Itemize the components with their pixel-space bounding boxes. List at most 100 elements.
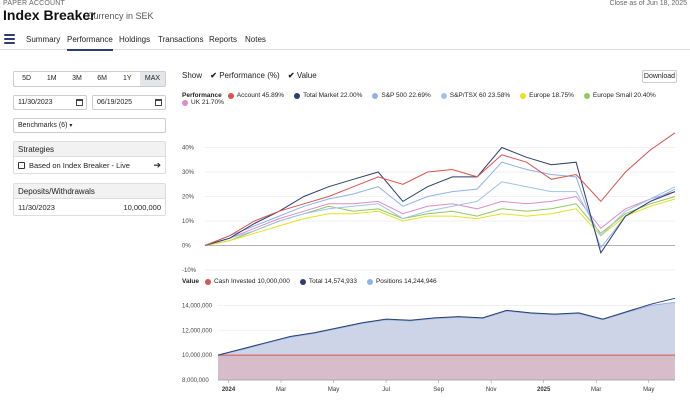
as-of-date: Close as of Jun 18, 2025: [609, 0, 687, 7]
value-legend-item[interactable]: Total 14,574,933: [299, 278, 357, 285]
check-icon[interactable]: ✔: [287, 71, 295, 80]
range-3m-button[interactable]: 3M: [72, 75, 82, 82]
tab-transactions[interactable]: Transactions: [158, 35, 204, 44]
deposit-amount: 10,000,000: [123, 203, 161, 212]
legend-dot-icon: [182, 99, 188, 106]
y-tick-label: 14,000,000: [182, 303, 213, 309]
x-tick-label: 2025: [537, 387, 551, 393]
legend-label: Total 14,574,933: [308, 278, 357, 285]
legend-label: S&P/TSX 60 23.58%: [449, 92, 511, 99]
strategy-row[interactable]: Based on Index Breaker - Live ➔: [14, 157, 165, 174]
strategy-label: Based on Index Breaker - Live: [29, 161, 130, 170]
y-tick-label: 0%: [182, 244, 191, 250]
legend-dot-icon: [440, 92, 447, 99]
y-tick-label: 20%: [182, 195, 195, 201]
range-5d-button[interactable]: 5D: [22, 75, 32, 82]
series-line-s-p-tsx-60: [204, 181, 676, 246]
tab-holdings[interactable]: Holdings: [119, 35, 151, 44]
menu-icon[interactable]: [4, 34, 15, 44]
check-icon[interactable]: ✔: [210, 71, 217, 80]
range-selector: 5D 1M 3M 6M 1Y MAX: [13, 71, 166, 87]
legend-label: UK 21.70%: [191, 99, 224, 106]
strategy-checkbox[interactable]: [18, 162, 25, 169]
legend-dot-icon: [366, 278, 373, 285]
range-6m-button[interactable]: 6M: [97, 75, 107, 82]
start-date-input[interactable]: 11/30/2023: [13, 95, 87, 110]
y-tick-label: 10,000,000: [182, 353, 213, 359]
strategies-panel: Strategies Based on Index Breaker - Live…: [13, 141, 166, 174]
performance-legend-item[interactable]: Europe Small 20.40%: [583, 92, 656, 99]
legend-dot-icon: [294, 92, 301, 99]
benchmarks-label: Benchmarks (6): [18, 122, 68, 129]
x-tick-label: 2024: [222, 387, 236, 393]
deposit-row: 11/30/2023 10,000,000: [14, 199, 165, 216]
deposits-title: Deposits/Withdrawals: [14, 184, 165, 199]
performance-toggle[interactable]: Performance (%): [219, 71, 280, 80]
tab-performance[interactable]: Performance: [67, 35, 113, 51]
x-tick-label: Mar: [276, 387, 286, 393]
charts-svg: -10% 0% 10% 20% 30% 40% 8,000,000 10,000,000 12…: [182, 132, 676, 393]
legend-label: Europe 18.75%: [529, 92, 574, 99]
legend-label: S&P 500 22.69%: [381, 92, 431, 99]
legend-dot-icon: [299, 278, 306, 285]
value-legend-item[interactable]: Cash Invested 10,000,000: [204, 278, 290, 285]
value-legend-item[interactable]: Positions 14,244,946: [366, 278, 437, 285]
performance-legend-item[interactable]: S&P/TSX 60 23.58%: [440, 92, 511, 99]
performance-legend-label: Performance: [182, 92, 222, 99]
y-tick-label: 12,000,000: [182, 328, 213, 334]
range-1y-button[interactable]: 1Y: [122, 75, 132, 82]
y-tick-label: 40%: [182, 146, 195, 152]
legend-dot-icon: [583, 92, 590, 99]
download-button[interactable]: Download: [642, 70, 677, 83]
legend-label: Account 45.89%: [236, 92, 285, 99]
y-tick-label: -10%: [182, 268, 197, 274]
series-line-total: [217, 297, 676, 356]
legend-label: Europe Small 20.40%: [592, 92, 656, 99]
value-toggle[interactable]: Value: [296, 71, 317, 80]
legend-dot-icon: [372, 92, 379, 99]
value-legend-label: Value: [182, 278, 199, 285]
series-line-positions: [217, 301, 676, 356]
deposit-date: 11/30/2023: [18, 203, 55, 212]
x-tick-label: Sep: [433, 387, 444, 393]
show-label: Show: [182, 71, 203, 80]
y-tick-label: 10%: [182, 219, 195, 225]
legend-label: Positions 14,244,946: [375, 278, 437, 285]
legend-label: Cash Invested 10,000,000: [213, 278, 290, 285]
y-tick-label: 30%: [182, 170, 195, 176]
legend-dot-icon: [520, 92, 527, 99]
caret-down-icon: ▾: [69, 123, 73, 129]
cash-invested-area: [218, 355, 675, 380]
benchmarks-dropdown[interactable]: Benchmarks (6) ▾: [13, 118, 166, 133]
end-date-value: 06/19/2025: [97, 99, 133, 106]
tab-reports[interactable]: Reports: [209, 35, 238, 44]
performance-legend-item[interactable]: S&P 500 22.69%: [372, 92, 431, 99]
nav-bar: Summary Performance Holdings Transaction…: [0, 28, 690, 51]
deposits-panel: Deposits/Withdrawals 11/30/2023 10,000,0…: [13, 183, 166, 216]
calendar-icon[interactable]: [155, 99, 162, 106]
y-tick-label: 8,000,000: [182, 378, 209, 384]
arrow-right-icon[interactable]: ➔: [153, 160, 161, 170]
tab-summary[interactable]: Summary: [26, 35, 61, 44]
x-tick-label: May: [643, 387, 654, 393]
legend-dot-icon: [204, 278, 211, 285]
end-date-input[interactable]: 06/19/2025: [92, 95, 166, 110]
performance-legend-item[interactable]: UK 21.70%: [182, 99, 224, 106]
calendar-icon[interactable]: [76, 99, 83, 106]
account-type-label: PAPER ACCOUNT: [3, 0, 65, 7]
performance-legend-item[interactable]: Account 45.89%: [227, 92, 285, 99]
series-line-account: [204, 132, 676, 246]
series-line-uk: [204, 191, 676, 246]
series-line-total-market: [204, 146, 676, 254]
range-1m-button[interactable]: 1M: [46, 75, 57, 82]
currency-label: Currency in SEK: [87, 11, 154, 21]
legend-dot-icon: [227, 92, 234, 99]
page-title: Index Breaker: [3, 7, 96, 23]
legend-label: Total Market 22.00%: [303, 92, 363, 99]
performance-legend-item[interactable]: Europe 18.75%: [520, 92, 574, 99]
x-tick-label: Nov: [486, 387, 497, 393]
tab-notes[interactable]: Notes: [245, 35, 266, 44]
x-tick-label: Jul: [382, 387, 390, 393]
performance-legend-item[interactable]: Total Market 22.00%: [294, 92, 362, 99]
range-max-button[interactable]: MAX: [139, 72, 166, 86]
